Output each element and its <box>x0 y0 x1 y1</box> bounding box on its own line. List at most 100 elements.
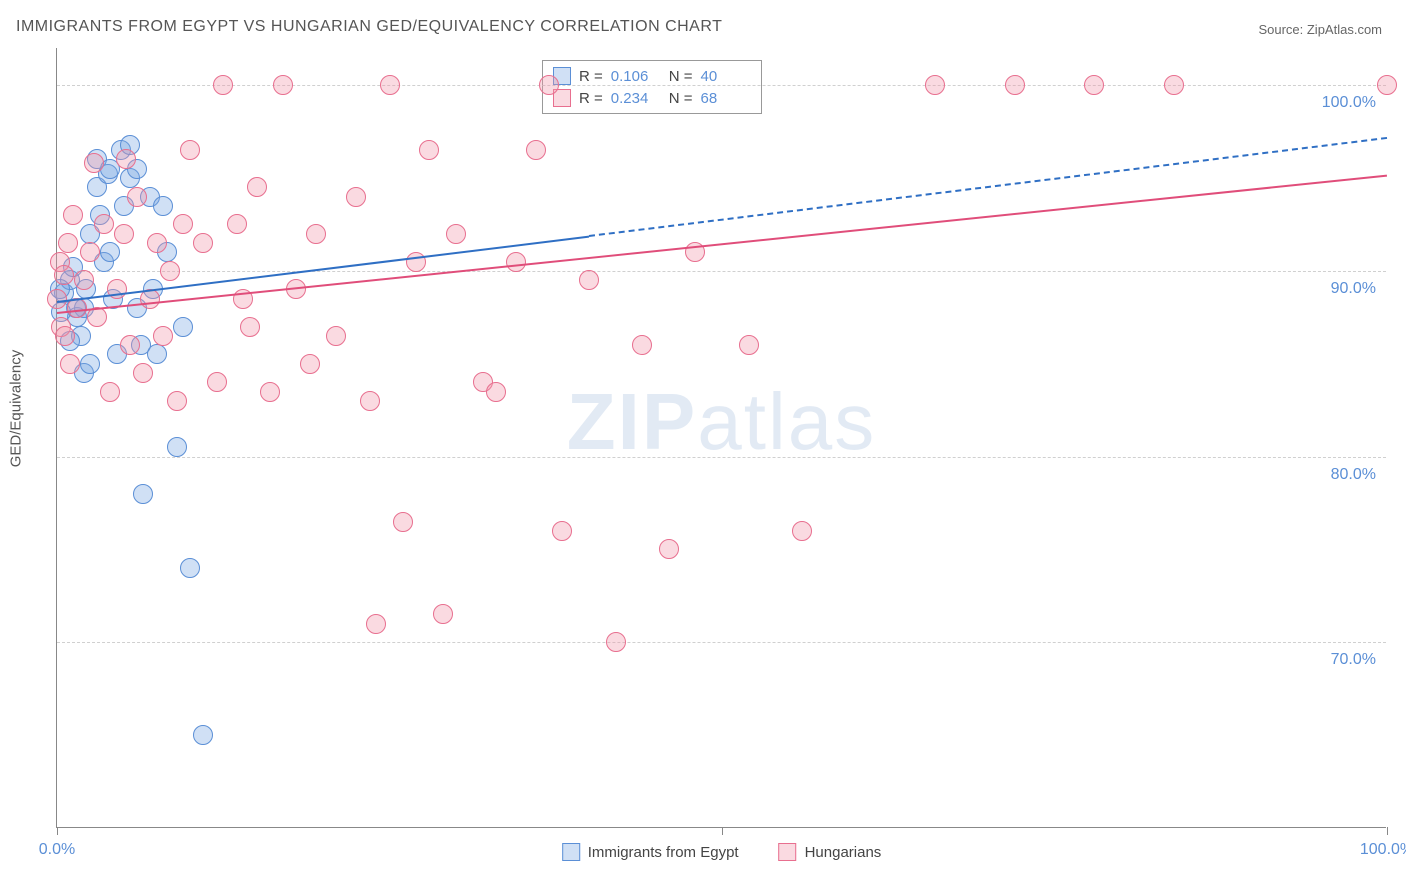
scatter-point-hungarians <box>486 382 506 402</box>
scatter-point-hungarians <box>406 252 426 272</box>
scatter-point-hungarians <box>173 214 193 234</box>
y-tick-label: 70.0% <box>1331 651 1376 669</box>
scatter-point-egypt <box>193 725 213 745</box>
plot-region: ZIPatlas R = 0.106 N = 40 R = 0.234 N = … <box>56 48 1386 828</box>
scatter-point-hungarians <box>659 539 679 559</box>
scatter-point-hungarians <box>380 75 400 95</box>
scatter-point-hungarians <box>446 224 466 244</box>
gridline <box>57 271 1386 272</box>
scatter-point-hungarians <box>84 153 104 173</box>
scatter-point-egypt <box>153 196 173 216</box>
scatter-point-hungarians <box>207 372 227 392</box>
scatter-point-hungarians <box>1377 75 1397 95</box>
n-label: N = <box>669 68 693 85</box>
watermark-zip: ZIP <box>567 377 697 466</box>
legend-item-hungarians: Hungarians <box>779 843 882 861</box>
legend-label-hungarians: Hungarians <box>805 844 882 861</box>
scatter-point-hungarians <box>47 289 67 309</box>
x-tick <box>1387 827 1388 835</box>
scatter-point-hungarians <box>632 335 652 355</box>
scatter-point-egypt <box>80 354 100 374</box>
r-value-hungarians: 0.234 <box>611 90 661 107</box>
scatter-point-hungarians <box>366 614 386 634</box>
scatter-point-hungarians <box>606 632 626 652</box>
scatter-point-egypt <box>100 242 120 262</box>
scatter-point-hungarians <box>1005 75 1025 95</box>
scatter-point-hungarians <box>94 214 114 234</box>
scatter-point-hungarians <box>120 335 140 355</box>
scatter-point-hungarians <box>1164 75 1184 95</box>
scatter-point-hungarians <box>792 521 812 541</box>
watermark: ZIPatlas <box>567 376 876 468</box>
scatter-point-hungarians <box>160 261 180 281</box>
gridline <box>57 457 1386 458</box>
legend-bottom: Immigrants from Egypt Hungarians <box>562 843 882 861</box>
scatter-point-hungarians <box>116 149 136 169</box>
legend-top: R = 0.106 N = 40 R = 0.234 N = 68 <box>542 60 762 114</box>
r-label: R = <box>579 90 603 107</box>
scatter-point-hungarians <box>539 75 559 95</box>
legend-row-egypt: R = 0.106 N = 40 <box>553 65 751 87</box>
scatter-point-hungarians <box>419 140 439 160</box>
y-tick-label: 80.0% <box>1331 466 1376 484</box>
source-credit: Source: ZipAtlas.com <box>1258 22 1382 37</box>
legend-row-hungarians: R = 0.234 N = 68 <box>553 87 751 109</box>
scatter-point-hungarians <box>1084 75 1104 95</box>
x-tick <box>722 827 723 835</box>
scatter-point-hungarians <box>127 187 147 207</box>
n-value-hungarians: 68 <box>701 90 751 107</box>
scatter-point-hungarians <box>133 363 153 383</box>
scatter-point-hungarians <box>273 75 293 95</box>
scatter-point-hungarians <box>180 140 200 160</box>
scatter-point-hungarians <box>147 233 167 253</box>
x-tick-label: 100.0% <box>1360 841 1406 859</box>
scatter-point-hungarians <box>193 233 213 253</box>
scatter-point-hungarians <box>326 326 346 346</box>
r-label: R = <box>579 68 603 85</box>
scatter-point-egypt <box>173 317 193 337</box>
scatter-point-hungarians <box>579 270 599 290</box>
gridline <box>57 85 1386 86</box>
scatter-point-hungarians <box>54 265 74 285</box>
scatter-point-hungarians <box>100 382 120 402</box>
watermark-atlas: atlas <box>697 377 876 466</box>
gridline <box>57 642 1386 643</box>
scatter-point-hungarians <box>114 224 134 244</box>
x-tick-label: 0.0% <box>39 841 75 859</box>
scatter-point-egypt <box>167 437 187 457</box>
scatter-point-hungarians <box>247 177 267 197</box>
x-tick <box>57 827 58 835</box>
chart-title: IMMIGRANTS FROM EGYPT VS HUNGARIAN GED/E… <box>16 18 722 36</box>
scatter-point-hungarians <box>552 521 572 541</box>
scatter-point-hungarians <box>60 354 80 374</box>
scatter-point-hungarians <box>393 512 413 532</box>
scatter-point-hungarians <box>260 382 280 402</box>
scatter-point-hungarians <box>55 326 75 346</box>
chart-area: ZIPatlas R = 0.106 N = 40 R = 0.234 N = … <box>56 48 1386 828</box>
y-tick-label: 90.0% <box>1331 280 1376 298</box>
scatter-point-hungarians <box>739 335 759 355</box>
swatch-hungarians <box>779 843 797 861</box>
scatter-point-egypt <box>133 484 153 504</box>
r-value-egypt: 0.106 <box>611 68 661 85</box>
scatter-point-hungarians <box>74 270 94 290</box>
y-tick-label: 100.0% <box>1322 94 1376 112</box>
scatter-point-hungarians <box>153 326 173 346</box>
scatter-point-hungarians <box>526 140 546 160</box>
scatter-point-hungarians <box>506 252 526 272</box>
scatter-point-egypt <box>180 558 200 578</box>
scatter-point-hungarians <box>433 604 453 624</box>
scatter-point-hungarians <box>360 391 380 411</box>
scatter-point-hungarians <box>58 233 78 253</box>
scatter-point-hungarians <box>306 224 326 244</box>
swatch-egypt <box>562 843 580 861</box>
scatter-point-egypt <box>147 344 167 364</box>
scatter-point-hungarians <box>346 187 366 207</box>
scatter-point-hungarians <box>167 391 187 411</box>
n-value-egypt: 40 <box>701 68 751 85</box>
scatter-point-hungarians <box>240 317 260 337</box>
legend-item-egypt: Immigrants from Egypt <box>562 843 739 861</box>
legend-label-egypt: Immigrants from Egypt <box>588 844 739 861</box>
scatter-point-hungarians <box>300 354 320 374</box>
scatter-point-hungarians <box>80 242 100 262</box>
